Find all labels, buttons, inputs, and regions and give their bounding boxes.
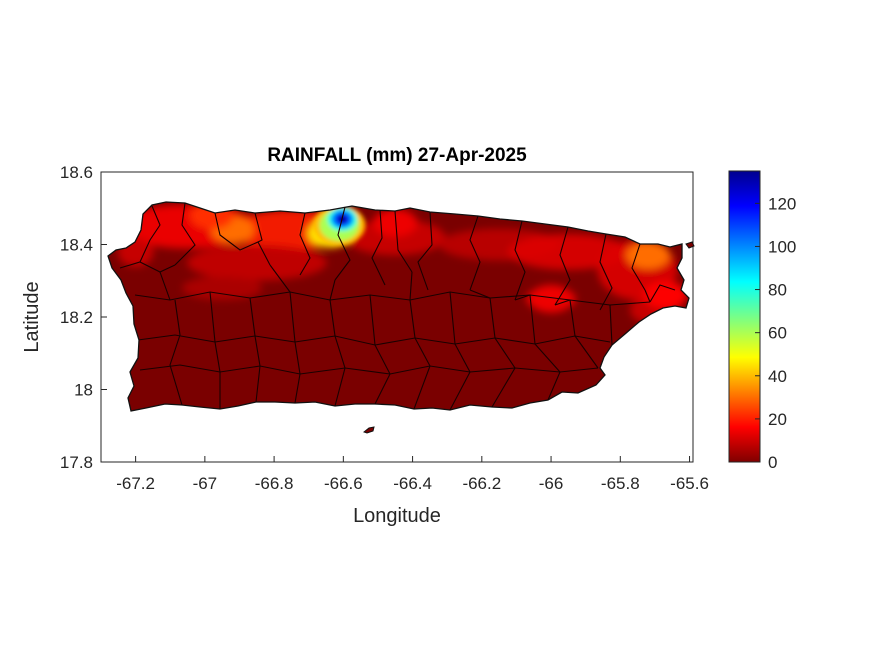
colorbar-tick-label: 40 [768,367,787,386]
small-island [362,426,375,434]
municipality-boundary [409,271,413,301]
municipality-boundary [394,210,413,273]
municipality-boundary [299,212,311,276]
y-axis-label: Latitude [21,281,43,352]
municipality-boundary [631,243,646,291]
rainfall-hotspot [625,241,670,270]
municipality-boundary [139,364,599,375]
municipality-boundary [529,294,561,401]
municipality-boundary [489,297,516,408]
municipality-boundary [469,289,491,299]
x-tick-label: -66.8 [255,474,294,493]
municipality-boundary [159,271,171,301]
chart-title: RAINFALL (mm) 27-Apr-2025 [267,145,527,166]
colorbar-tick-label: 100 [768,237,796,256]
municipality-boundary [119,261,176,273]
municipality-boundary [609,304,613,346]
municipality-boundary [329,279,336,301]
municipality-boundary [249,297,261,403]
colorbar-ticks: 120 100 80 60 40 20 0 [755,194,796,472]
y-tick-label: 18.4 [60,236,93,255]
municipality-boundary [174,202,196,266]
municipality-boundary [514,294,531,301]
colorbar-tick-label: 60 [768,324,787,343]
x-axis-ticks: -67.2 -67 -66.8 -66.6 -66.4 -66.2 -66 -65.8 -65.… [116,456,709,493]
x-tick-label: -66.4 [393,474,432,493]
municipality-boundary [409,299,431,410]
colorbar-tick-label: 120 [768,194,796,213]
rainfall-hotspot [373,208,418,237]
municipality-boundary [214,212,259,251]
municipality-boundary [599,233,613,311]
rainfall-region [182,276,263,300]
municipality-boundary [649,284,676,303]
east-islet [685,241,695,249]
x-tick-label: -67 [193,474,218,493]
y-axis-ticks: 18.6 18.4 18.2 18 17.8 [60,163,107,472]
municipality-boundary [329,299,346,407]
municipality-boundaries [119,202,676,411]
colorbar-tick-label: 80 [768,281,787,300]
municipality-boundary [139,205,161,263]
x-axis-label: Longitude [353,505,441,527]
y-tick-label: 18 [74,381,93,400]
municipality-boundary [449,291,471,411]
rainfall-region [508,233,629,270]
rainfall-region [345,219,446,256]
municipality-boundary [514,220,526,301]
municipality-boundary [369,294,391,405]
y-tick-label: 18.2 [60,308,93,327]
colorbar-tick-label: 20 [768,410,787,429]
rainfall-hotspot [529,284,574,313]
x-tick-label: -67.2 [116,474,155,493]
x-tick-label: -65.8 [601,474,640,493]
municipality-boundary [371,209,386,286]
municipality-boundary [644,289,651,303]
municipality-boundary [289,291,301,404]
x-tick-label: -65.6 [670,474,709,493]
colorbar [728,170,761,463]
municipality-boundary [569,299,599,369]
rainfall-hotspot [643,281,688,310]
municipality-boundary [254,212,271,266]
y-tick-label: 17.8 [60,453,93,472]
municipality-boundary [469,215,481,291]
municipality-boundary [334,206,351,281]
rainfall-region [186,244,327,281]
colorbar-tick-label: 0 [768,453,777,472]
x-tick-label: -66.2 [462,474,501,493]
municipality-boundary [554,226,571,306]
municipality-boundary [554,299,571,306]
x-tick-label: -66.6 [324,474,363,493]
municipality-boundary [134,291,651,306]
island-coastline [107,201,690,412]
municipality-boundary [169,299,183,406]
municipality-boundary [209,291,221,409]
x-tick-label: -66 [539,474,564,493]
y-tick-label: 18.6 [60,163,93,182]
municipality-boundary [417,211,433,291]
municipality-boundary [269,264,291,293]
